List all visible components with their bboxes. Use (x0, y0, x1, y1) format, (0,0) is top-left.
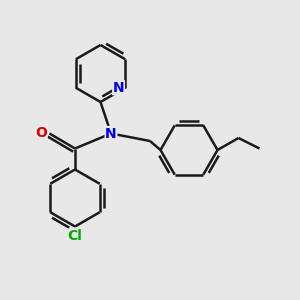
Text: N: N (105, 127, 117, 140)
Text: O: O (35, 126, 47, 140)
Text: N: N (113, 81, 124, 95)
Text: Cl: Cl (68, 229, 82, 243)
